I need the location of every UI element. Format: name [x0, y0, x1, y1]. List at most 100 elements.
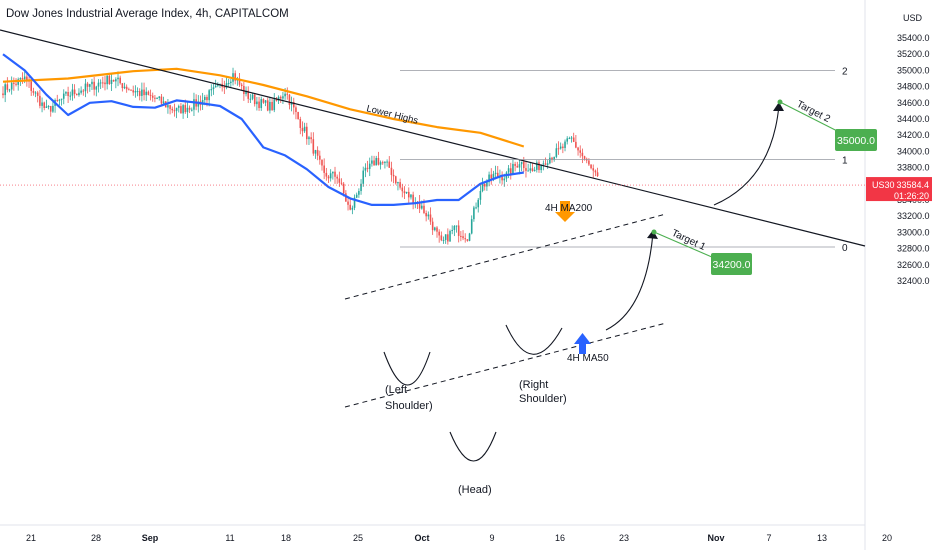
target2-box-bg	[835, 129, 877, 151]
candle-body	[312, 139, 315, 154]
candle	[54, 98, 56, 113]
target1-price-box: 34200.0	[711, 253, 752, 275]
x-tick-label: 20	[882, 533, 892, 543]
candle	[225, 77, 228, 90]
x-tick-label: 25	[353, 533, 363, 543]
candle-body	[247, 90, 250, 99]
candle-body	[266, 100, 269, 111]
candle	[125, 84, 128, 93]
candle	[355, 192, 358, 199]
candle	[447, 228, 449, 245]
candle-body	[130, 89, 132, 91]
candle	[138, 88, 141, 101]
candle	[440, 231, 443, 242]
candle-body	[134, 91, 137, 93]
candle	[418, 194, 421, 214]
candle-body	[358, 191, 360, 195]
candle-body	[238, 78, 241, 85]
candle-body	[269, 101, 271, 111]
candle	[405, 191, 408, 195]
candle-body	[286, 93, 289, 95]
left-shoulder-label-line1: (Left	[385, 384, 407, 396]
candle	[84, 79, 87, 98]
candle	[34, 91, 37, 98]
candle-body	[551, 157, 553, 160]
candle	[67, 86, 69, 104]
candle-body	[292, 101, 295, 108]
candle-body	[368, 163, 371, 169]
candle	[455, 225, 458, 233]
candle-body	[282, 96, 284, 99]
candle-body	[84, 83, 87, 92]
candle	[28, 76, 30, 89]
candle-body	[557, 148, 560, 150]
candle-body	[43, 102, 46, 108]
candle	[308, 135, 310, 146]
candle-body	[158, 96, 161, 98]
candle-body	[427, 214, 430, 217]
candle	[347, 197, 349, 211]
candle	[256, 96, 258, 111]
candle-body	[95, 86, 98, 90]
candle-body	[388, 161, 391, 168]
candle-body	[384, 162, 386, 164]
y-tick-label: 33800.0	[897, 163, 930, 173]
candle-body	[108, 75, 111, 84]
candle-body	[362, 170, 365, 184]
ma200-arrow-icon	[555, 201, 575, 222]
candle	[477, 198, 480, 213]
candle-body	[314, 150, 317, 154]
candle	[527, 163, 529, 172]
candle-body	[193, 99, 195, 110]
lower-highs-trendline	[0, 29, 866, 247]
candle-body	[440, 235, 443, 241]
candle	[43, 101, 46, 111]
x-tick-label: 21	[26, 533, 36, 543]
candle-body	[351, 207, 354, 210]
candle-body	[49, 106, 52, 112]
candle-body	[477, 199, 480, 208]
candle-body	[397, 182, 399, 184]
candle	[399, 178, 401, 190]
candle	[509, 162, 512, 180]
candle	[297, 111, 299, 120]
candle-body	[128, 89, 130, 91]
candle-body	[47, 106, 50, 108]
candle-body	[156, 97, 158, 99]
left-shoulder-label-line2: Shoulder)	[385, 400, 433, 412]
candle-body	[588, 160, 590, 165]
candle-body	[89, 84, 91, 87]
candle-body	[2, 93, 4, 96]
x-tick-label: Oct	[414, 533, 429, 543]
candle-body	[30, 81, 33, 91]
target1-arrowhead	[647, 230, 658, 239]
candle	[158, 95, 161, 101]
candle-body	[154, 97, 156, 99]
candle	[39, 89, 41, 109]
candle-body	[386, 161, 388, 163]
candle	[568, 136, 571, 140]
candle-body	[284, 93, 286, 97]
candle-body	[514, 163, 516, 166]
candle-body	[162, 101, 165, 104]
candle	[316, 146, 319, 161]
candle-body	[271, 101, 273, 111]
candle	[15, 78, 17, 87]
candle-body	[596, 172, 599, 177]
candle	[264, 99, 267, 107]
candle-body	[188, 107, 191, 110]
candle-body	[279, 96, 282, 99]
candle-body	[479, 190, 482, 200]
last-price-countdown: 01:26:20	[894, 191, 929, 201]
candle	[253, 93, 256, 107]
candle	[358, 188, 360, 198]
candle	[190, 107, 193, 112]
candle	[234, 70, 236, 85]
candle-body	[123, 86, 126, 89]
candle-body	[106, 75, 108, 85]
candle-body	[375, 157, 378, 166]
candle-body	[449, 230, 451, 242]
candle-body	[60, 98, 63, 100]
candle	[444, 234, 447, 244]
